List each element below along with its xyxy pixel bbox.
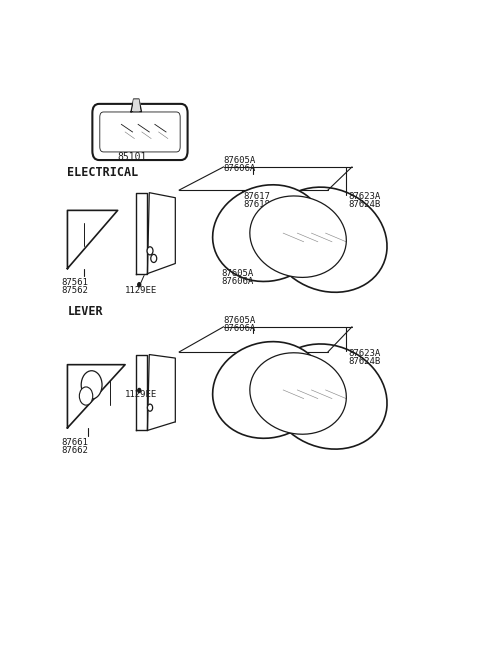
Text: 87605A: 87605A bbox=[224, 156, 256, 166]
Polygon shape bbox=[136, 355, 147, 430]
Text: 87606A: 87606A bbox=[224, 325, 256, 333]
FancyBboxPatch shape bbox=[100, 112, 180, 152]
Text: LEVER: LEVER bbox=[67, 305, 103, 318]
Ellipse shape bbox=[269, 344, 387, 449]
Ellipse shape bbox=[250, 353, 347, 434]
Ellipse shape bbox=[269, 187, 387, 292]
Text: 87662: 87662 bbox=[61, 446, 88, 455]
Circle shape bbox=[79, 387, 93, 405]
Polygon shape bbox=[67, 210, 118, 269]
Polygon shape bbox=[147, 193, 175, 273]
Polygon shape bbox=[136, 193, 147, 273]
Text: 87617: 87617 bbox=[243, 192, 270, 200]
Text: 87562: 87562 bbox=[61, 286, 88, 295]
Text: 85101: 85101 bbox=[117, 152, 146, 162]
Polygon shape bbox=[133, 100, 139, 111]
Ellipse shape bbox=[213, 185, 324, 281]
Polygon shape bbox=[131, 99, 142, 112]
FancyBboxPatch shape bbox=[92, 104, 188, 160]
Circle shape bbox=[81, 371, 102, 399]
Circle shape bbox=[138, 388, 141, 392]
Circle shape bbox=[151, 254, 156, 263]
Text: 87624B: 87624B bbox=[348, 357, 381, 366]
Ellipse shape bbox=[213, 342, 324, 438]
Circle shape bbox=[147, 247, 153, 255]
Polygon shape bbox=[67, 365, 125, 428]
Text: ELECTRICAL: ELECTRICAL bbox=[67, 166, 139, 179]
Text: 87561: 87561 bbox=[61, 278, 88, 287]
Polygon shape bbox=[147, 355, 175, 430]
Ellipse shape bbox=[250, 196, 347, 277]
Circle shape bbox=[147, 404, 153, 411]
Text: 87661: 87661 bbox=[61, 438, 88, 447]
Text: 87618: 87618 bbox=[243, 200, 270, 209]
Text: 87623A: 87623A bbox=[348, 192, 381, 200]
Circle shape bbox=[138, 283, 141, 286]
Text: 87605A: 87605A bbox=[224, 316, 256, 325]
Text: 87606A: 87606A bbox=[222, 277, 254, 286]
Text: 87605A: 87605A bbox=[222, 269, 254, 278]
Text: 1129EE: 1129EE bbox=[125, 390, 157, 399]
Text: 87623A: 87623A bbox=[348, 348, 381, 357]
Text: 87606A: 87606A bbox=[224, 164, 256, 173]
Text: 87624B: 87624B bbox=[348, 200, 381, 209]
Text: 1129EE: 1129EE bbox=[125, 286, 157, 295]
